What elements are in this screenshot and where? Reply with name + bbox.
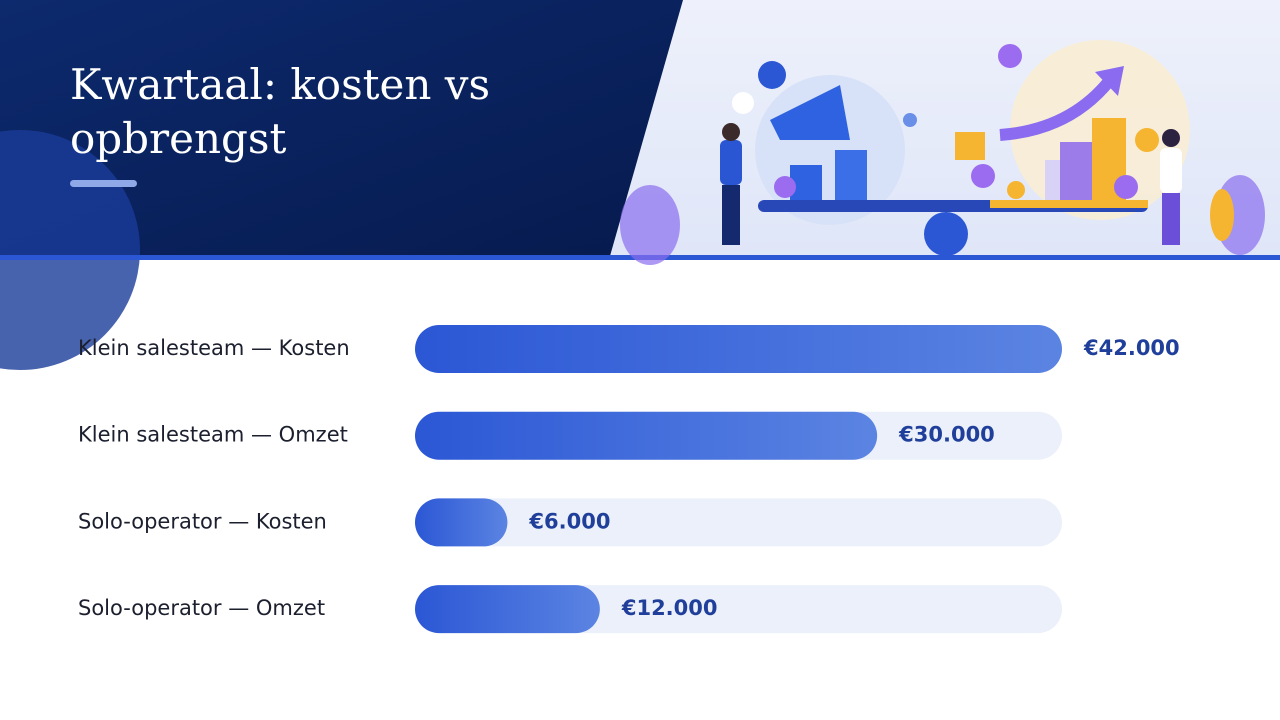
- bar: [415, 325, 1062, 373]
- bar-track: [415, 498, 1062, 547]
- value-label: €42.000: [1083, 336, 1180, 360]
- value-label: €12.000: [621, 596, 718, 620]
- category-label: Klein salesteam — Omzet: [78, 423, 348, 447]
- bar: [415, 585, 600, 634]
- slide-title: Kwartaal: kosten vs opbrengst: [70, 60, 491, 163]
- value-label: €6.000: [528, 509, 610, 533]
- bar: [415, 498, 508, 547]
- category-label: Solo-operator — Kosten: [78, 509, 327, 533]
- header-art: [0, 0, 1280, 370]
- bar: [415, 411, 878, 460]
- value-label: €30.000: [898, 423, 995, 447]
- category-label: Klein salesteam — Kosten: [78, 336, 350, 360]
- category-label: Solo-operator — Omzet: [78, 596, 325, 620]
